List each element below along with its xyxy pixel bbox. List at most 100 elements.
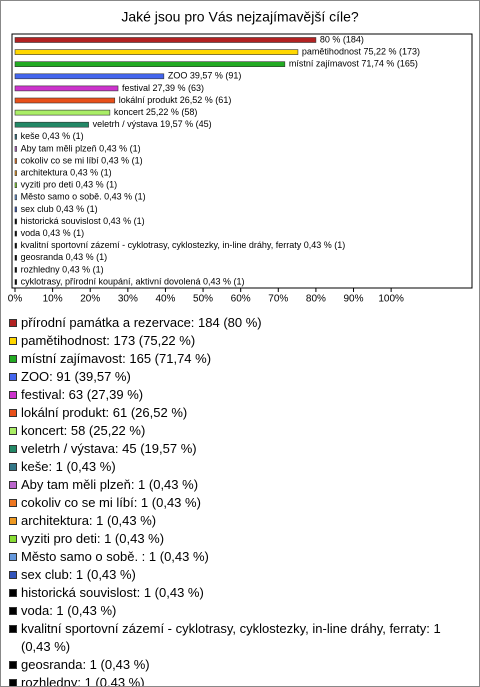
legend-item: architektura: 1 (0,43 %)	[9, 512, 459, 530]
data-label: voda 0,43 % (1)	[21, 228, 85, 238]
x-tick-label: 40%	[155, 294, 175, 305]
bar	[14, 97, 116, 104]
legend-item: festival: 63 (27,39 %)	[9, 386, 459, 404]
legend-item: Město samo o sobě. : 1 (0,43 %)	[9, 548, 459, 566]
x-tick-label: 90%	[344, 294, 364, 305]
legend-item: pamětihodnost: 173 (75,22 %)	[9, 332, 459, 350]
legend-label: kvalitní sportovní zázemí - cyklotrasy, …	[21, 621, 441, 654]
bar	[14, 109, 111, 116]
bar	[14, 255, 17, 261]
data-label: vyziti pro deti 0,43 % (1)	[21, 180, 118, 190]
plot-area	[11, 33, 473, 289]
legend-item: lokální produkt: 61 (26,52 %)	[9, 404, 459, 422]
x-tick-label: 0%	[8, 294, 23, 305]
legend-label: festival: 63 (27,39 %)	[21, 387, 144, 402]
data-label: pamětihodnost 75,22 % (173)	[302, 46, 420, 56]
legend-item: sex club: 1 (0,43 %)	[9, 566, 459, 584]
legend-item: přírodní památka a rezervace: 184 (80 %)	[9, 314, 459, 332]
data-label: Aby tam měli plzeň 0,43 % (1)	[21, 143, 141, 153]
legend-item: historická souvislost: 1 (0,43 %)	[9, 584, 459, 602]
legend-label: sex club: 1 (0,43 %)	[21, 567, 136, 582]
x-tick-label: 70%	[268, 294, 288, 305]
legend-swatch	[9, 373, 17, 381]
bar	[14, 146, 17, 152]
legend-label: místní zajímavost: 165 (71,74 %)	[21, 351, 212, 366]
data-label: cyklotrasy, přírodní koupání, aktivní do…	[21, 276, 245, 286]
data-label: Město samo o sobě. 0,43 % (1)	[21, 192, 146, 202]
x-tick-label: 50%	[193, 294, 213, 305]
legend-item: Aby tam měli plzeň: 1 (0,43 %)	[9, 476, 459, 494]
bar	[14, 267, 17, 273]
legend-item: geosranda: 1 (0,43 %)	[9, 656, 459, 674]
bar	[14, 49, 299, 55]
legend-swatch	[9, 445, 17, 453]
legend-swatch	[9, 481, 17, 489]
legend-label: přírodní památka a rezervace: 184 (80 %)	[21, 315, 262, 330]
data-label: lokální produkt 26,52 % (61)	[119, 95, 232, 105]
legend-swatch	[9, 679, 17, 686]
legend-item: koncert: 58 (25,22 %)	[9, 422, 459, 440]
bar	[14, 279, 17, 285]
legend-item: voda: 1 (0,43 %)	[9, 602, 459, 620]
data-label: keše 0,43 % (1)	[21, 131, 84, 141]
legend-swatch	[9, 517, 17, 525]
legend-label: voda: 1 (0,43 %)	[21, 603, 117, 618]
legend: přírodní památka a rezervace: 184 (80 %)…	[9, 314, 459, 686]
legend-label: Město samo o sobě. : 1 (0,43 %)	[21, 549, 209, 564]
data-label: koncert 25,22 % (58)	[114, 107, 198, 117]
legend-label: historická souvislost: 1 (0,43 %)	[21, 585, 204, 600]
legend-item: rozhledny: 1 (0,43 %)	[9, 674, 459, 686]
legend-label: koncert: 58 (25,22 %)	[21, 423, 146, 438]
bar	[14, 194, 17, 201]
data-label: sex club 0,43 % (1)	[21, 204, 98, 214]
legend-swatch	[9, 463, 17, 471]
legend-label: veletrh / výstava: 45 (19,57 %)	[21, 441, 197, 456]
data-label: místní zajímavost 71,74 % (165)	[289, 59, 418, 69]
x-tick-label: 100%	[378, 294, 404, 305]
data-label: architektura 0,43 % (1)	[21, 167, 112, 177]
legend-swatch	[9, 427, 17, 435]
bar	[14, 37, 317, 43]
data-label: geosranda 0,43 % (1)	[21, 252, 108, 262]
legend-swatch	[9, 535, 17, 543]
x-tick-label: 60%	[231, 294, 251, 305]
bar	[14, 170, 17, 176]
data-label: cokoliv co se mi líbí 0,43 % (1)	[21, 155, 143, 165]
bar	[14, 242, 17, 249]
bar	[14, 61, 286, 68]
legend-item: keše: 1 (0,43 %)	[9, 458, 459, 476]
legend-label: architektura: 1 (0,43 %)	[21, 513, 157, 528]
legend-swatch	[9, 319, 17, 327]
bar	[14, 85, 119, 92]
legend-swatch	[9, 409, 17, 417]
legend-swatch	[9, 607, 17, 615]
legend-swatch	[9, 499, 17, 507]
legend-swatch	[9, 661, 17, 669]
legend-label: ZOO: 91 (39,57 %)	[21, 369, 131, 384]
x-tick-label: 20%	[80, 294, 100, 305]
data-label: historická souvislost 0,43 % (1)	[21, 216, 145, 226]
legend-item: vyziti pro deti: 1 (0,43 %)	[9, 530, 459, 548]
bar	[14, 73, 165, 80]
bar	[14, 218, 17, 225]
legend-swatch	[9, 391, 17, 399]
legend-label: keše: 1 (0,43 %)	[21, 459, 116, 474]
legend-label: pamětihodnost: 173 (75,22 %)	[21, 333, 196, 348]
legend-swatch	[9, 337, 17, 345]
x-tick-label: 80%	[306, 294, 326, 305]
chart-title: Jaké jsou pro Vás nejzajímavější cíle?	[121, 9, 359, 25]
legend-swatch	[9, 553, 17, 561]
data-label: veletrh / výstava 19,57 % (45)	[93, 119, 212, 129]
x-tick-label: 30%	[118, 294, 138, 305]
legend-swatch	[9, 625, 17, 633]
chart: Jaké jsou pro Vás nejzajímavější cíle? 0…	[8, 9, 473, 305]
bar	[14, 134, 17, 140]
legend-swatch	[9, 355, 17, 363]
legend-item: veletrh / výstava: 45 (19,57 %)	[9, 440, 459, 458]
legend-item: cokoliv co se mi líbí: 1 (0,43 %)	[9, 494, 459, 512]
legend-item: kvalitní sportovní zázemí - cyklotrasy, …	[9, 620, 459, 656]
bar	[14, 121, 89, 128]
bar	[14, 158, 17, 164]
data-label: rozhledny 0,43 % (1)	[21, 264, 104, 274]
legend-item: místní zajímavost: 165 (71,74 %)	[9, 350, 459, 368]
